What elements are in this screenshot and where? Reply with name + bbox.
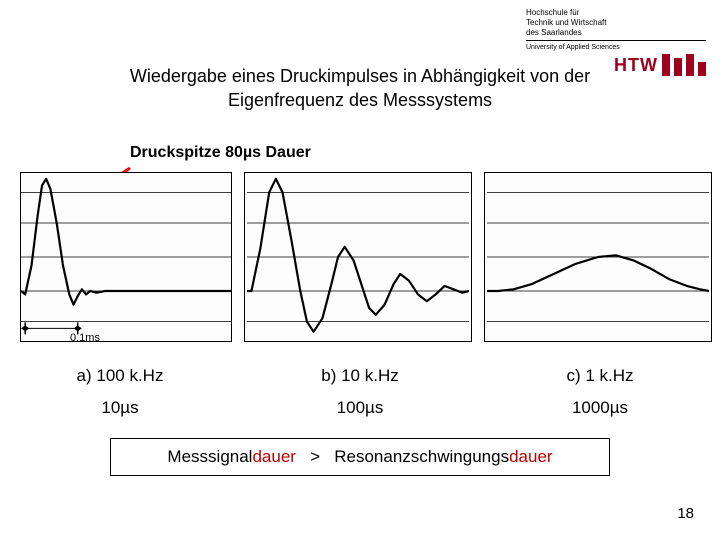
label-freq-a: a) 100 k.Hz — [10, 366, 230, 386]
title-line2: Eigenfrequenz des Messsystems — [228, 90, 492, 110]
logo-l3: des Saarlandes — [526, 28, 582, 37]
logo-line1: Hochschule für Technik und Wirtschaft de… — [526, 8, 706, 41]
page-title: Wiedergabe eines Druckimpulses in Abhäng… — [0, 64, 720, 112]
formula-op: > — [310, 447, 320, 466]
spike-label: Druckspitze 80µs Dauer — [130, 144, 311, 162]
formula-right: Resonanzschwingungs — [334, 447, 509, 466]
logo-l1: Hochschule für — [526, 8, 579, 17]
chart-row — [20, 172, 700, 342]
label-period-c: 1000µs — [490, 398, 710, 418]
logo-sub: University of Applied Sciences — [526, 43, 706, 52]
logo-l2: Technik und Wirtschaft — [526, 18, 606, 27]
freq-labels-row: a) 100 k.Hz b) 10 k.Hz c) 1 k.Hz — [0, 366, 720, 386]
formula-left-red: dauer — [252, 447, 295, 466]
label-freq-b: b) 10 k.Hz — [250, 366, 470, 386]
formula-box: Messsignaldauer > Resonanzschwingungsdau… — [110, 438, 610, 476]
title-line1: Wiedergabe eines Druckimpulses in Abhäng… — [130, 66, 590, 86]
chart-panel-c — [484, 172, 712, 342]
period-labels-row: 10µs 100µs 1000µs — [0, 398, 720, 418]
chart-c-svg — [487, 172, 709, 342]
x-scale-label: 0.1ms — [70, 332, 100, 344]
chart-b-svg — [247, 172, 469, 342]
label-freq-c: c) 1 k.Hz — [490, 366, 710, 386]
label-period-b: 100µs — [250, 398, 470, 418]
label-period-a: 10µs — [10, 398, 230, 418]
page-number: 18 — [677, 505, 694, 522]
chart-a-svg — [21, 172, 231, 342]
chart-panel-b — [244, 172, 472, 342]
formula-left: Messsignal — [167, 447, 252, 466]
chart-panel-a — [20, 172, 232, 342]
formula-right-red: dauer — [509, 447, 552, 466]
